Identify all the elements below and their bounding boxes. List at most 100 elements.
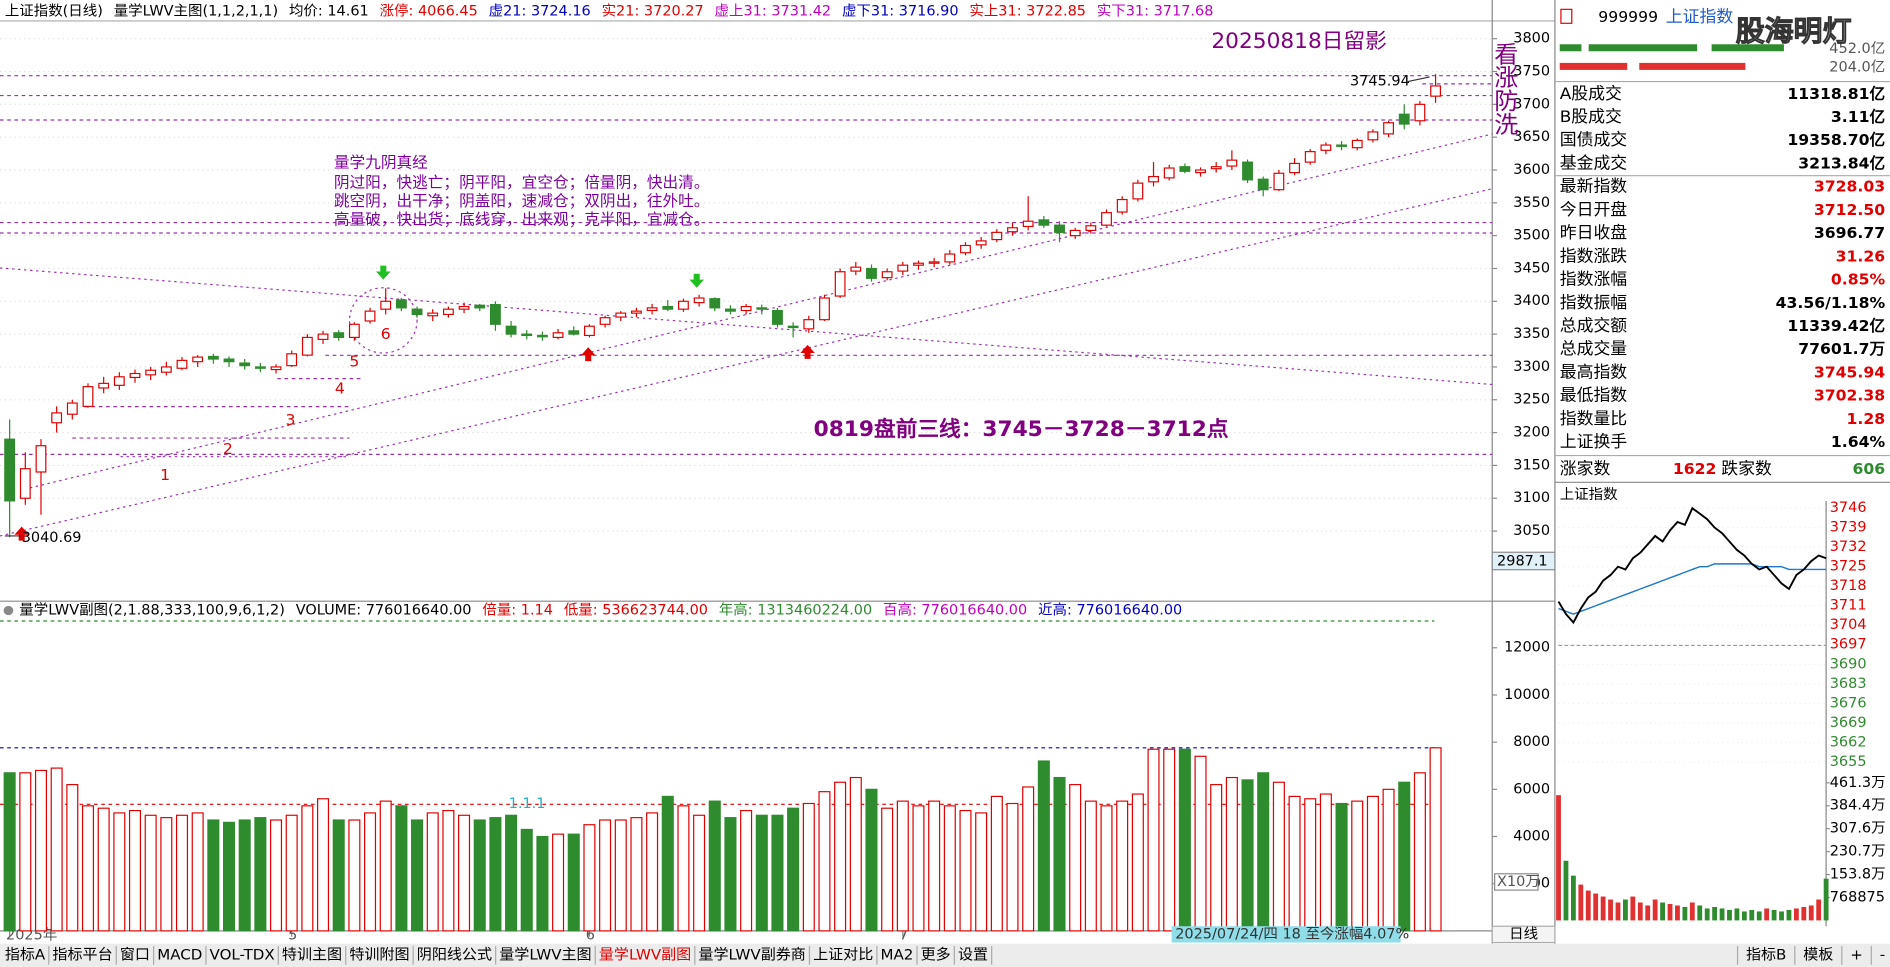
quote-value: 11318.81亿 <box>1787 84 1885 103</box>
volume-bar <box>1382 788 1395 932</box>
scripture-line: 跳空阴，出干净；阴盖阳，速减仓；双阴出，往外吐。 <box>334 192 710 210</box>
intraday-volume-bar <box>1593 893 1599 921</box>
volume-bar <box>708 800 721 932</box>
intraday-volume-bar <box>1615 902 1621 921</box>
scripture-line: 阴过阳，快逃亡；阴平阳，宜空仓；倍量阴，快出清。 <box>334 174 710 192</box>
tab[interactable]: 窗口 <box>120 946 150 964</box>
tab[interactable]: VOL-TDX <box>210 947 275 964</box>
tab[interactable]: 阴阳线公式 <box>417 947 492 964</box>
y-tick-label: 3150 <box>1513 458 1550 474</box>
indicator-icon <box>3 605 14 616</box>
quote-label: 上证换手 <box>1560 432 1627 451</box>
candle-body <box>1148 175 1159 183</box>
candle-body <box>615 312 627 318</box>
period-label: 日线 <box>1509 926 1538 943</box>
volume-bar <box>849 776 862 932</box>
tab[interactable]: - <box>1880 947 1885 964</box>
y-tick-label: 3750 <box>1513 64 1550 80</box>
tab[interactable]: 特训附图 <box>349 947 409 964</box>
candle-body <box>286 353 298 367</box>
unit-box <box>1494 873 1539 891</box>
volume-bar <box>928 800 941 932</box>
tab[interactable]: 设置 <box>958 947 988 964</box>
tab[interactable]: 量学LWV副图 <box>599 947 691 964</box>
volume-bar <box>1131 793 1144 932</box>
y-tick-label: 384.4万 <box>1830 798 1886 814</box>
y-tick-label: 3450 <box>1513 261 1550 277</box>
wave-marker: 1 <box>160 466 170 484</box>
tab[interactable]: 指标平台 <box>52 947 112 964</box>
candle-body <box>1336 144 1347 147</box>
tab[interactable]: 量学LWV副券商 <box>698 947 805 964</box>
candle-body <box>51 412 63 424</box>
candle-body <box>1038 219 1050 226</box>
header-item: 虚下31: 3716.90 <box>842 3 959 20</box>
volume-bar <box>34 769 48 932</box>
quote-label: 昨日收盘 <box>1560 223 1627 242</box>
candle-body <box>960 244 971 254</box>
volume-bar <box>1178 748 1191 932</box>
quote-label: 指数振幅 <box>1560 293 1627 312</box>
tab[interactable]: MACD <box>157 947 202 964</box>
y-tick-label: 3300 <box>1513 359 1550 375</box>
quote-value: 3.11亿 <box>1831 107 1885 126</box>
intraday-volume-bar <box>1704 908 1710 921</box>
y-tick-label: 230.7万 <box>1830 844 1886 860</box>
y-tick-label: 3662 <box>1830 735 1867 751</box>
tab[interactable]: 量学LWV主图 <box>499 947 591 964</box>
volume-bar <box>489 817 502 932</box>
intraday-volume-bar <box>1764 908 1770 921</box>
quote-value: 77601.7万 <box>1798 340 1885 358</box>
candle-body <box>693 297 705 304</box>
tab[interactable]: 指标B <box>1746 947 1786 964</box>
candle-body <box>1430 85 1442 97</box>
tab[interactable]: 上证对比 <box>813 947 873 964</box>
unit-label: X10万 <box>1497 874 1540 890</box>
y-tick-label: 12000 <box>1504 640 1550 656</box>
tab[interactable]: 特训主图 <box>282 947 342 964</box>
arrow <box>800 344 815 359</box>
intraday-volume-bar <box>1660 902 1665 921</box>
candle-body <box>850 266 862 272</box>
volume-bar <box>97 807 110 932</box>
quote-value: 3712.50 <box>1814 201 1885 219</box>
quote-label: 今日开盘 <box>1560 200 1627 219</box>
tab[interactable]: MA2 <box>881 947 914 964</box>
volume-bar <box>238 819 251 932</box>
low-label: 3040.69 <box>22 530 82 546</box>
y-tick-label: 3350 <box>1513 326 1550 342</box>
y-tick-label: 3718 <box>1830 578 1867 594</box>
volume-bar <box>1366 795 1379 932</box>
candle-body <box>395 299 407 309</box>
y-tick-label: 10000 <box>1504 687 1550 703</box>
intraday-volume-bar <box>1578 884 1584 921</box>
volume-bar <box>222 821 236 932</box>
tab[interactable]: 更多 <box>921 947 951 964</box>
wave-marker: 6 <box>381 325 391 343</box>
candle-body <box>1289 162 1300 174</box>
wave-marker: 5 <box>349 353 359 371</box>
tab[interactable]: 模板 <box>1803 946 1833 964</box>
volume-bar <box>1194 755 1207 932</box>
y-tick-label: 3700 <box>1513 96 1550 112</box>
volume-bar <box>1225 776 1238 932</box>
candle-body <box>427 312 439 317</box>
candle-body <box>176 359 188 369</box>
tab[interactable]: + <box>1850 947 1863 964</box>
y-tick-label: 4000 <box>1513 829 1550 845</box>
intraday-volume-bar <box>1816 899 1822 921</box>
y-tick-label: 8000 <box>1513 734 1550 750</box>
quote-value: 43.56/1.18% <box>1776 294 1886 312</box>
volume-bar <box>567 833 580 932</box>
volume-bar <box>630 817 643 932</box>
y-tick-label: 3676 <box>1830 696 1867 712</box>
tab[interactable]: 指标A <box>5 947 45 964</box>
intraday-volume-bar <box>1675 905 1680 921</box>
volume-bar <box>379 800 392 932</box>
quote-value: 3702.38 <box>1814 387 1885 405</box>
volume-bar <box>693 814 706 932</box>
candle-body <box>819 297 830 321</box>
arrow <box>376 265 391 280</box>
volume-bar <box>66 784 79 932</box>
volume-bar <box>755 814 768 932</box>
